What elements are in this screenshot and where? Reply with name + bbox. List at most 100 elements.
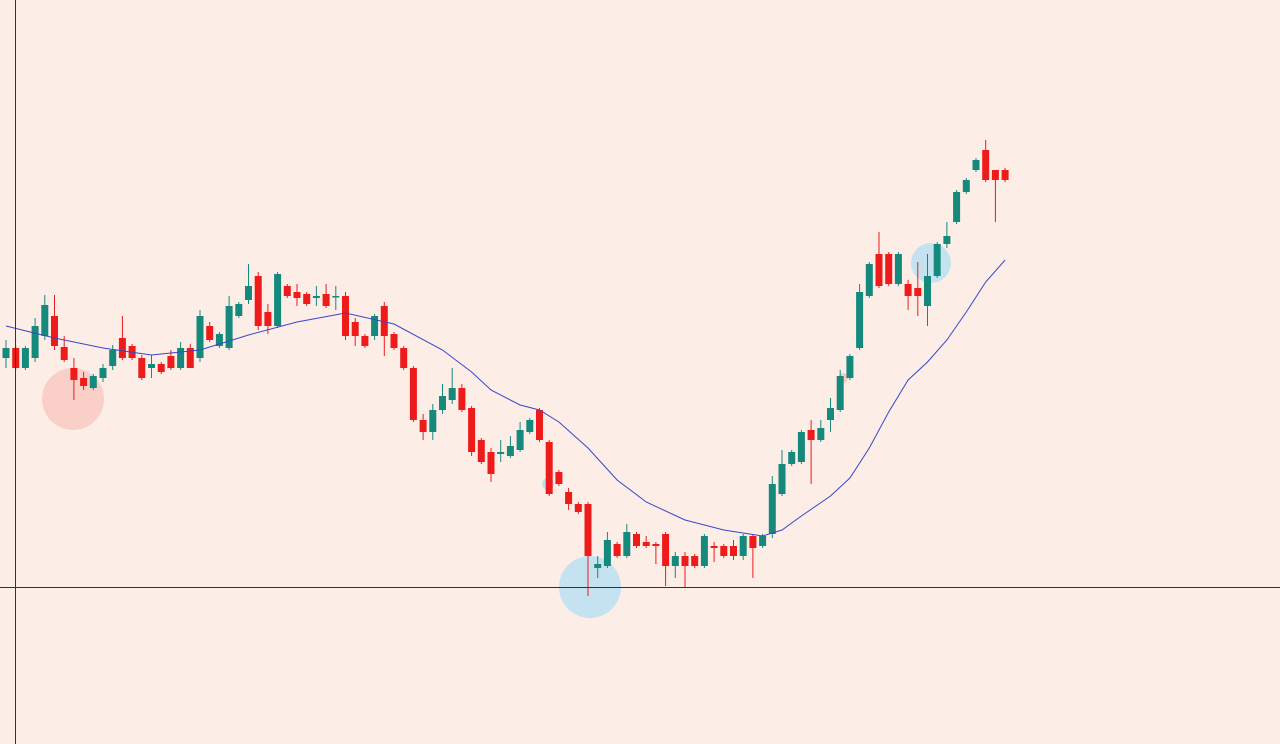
candle-body bbox=[264, 312, 272, 326]
candle-body bbox=[972, 160, 980, 170]
candle-body bbox=[526, 420, 534, 432]
candle-body bbox=[633, 534, 640, 546]
candle-body bbox=[885, 254, 893, 284]
candle-body bbox=[371, 316, 379, 336]
candle-body bbox=[875, 254, 883, 286]
candle-body bbox=[506, 446, 514, 456]
candle-body bbox=[1001, 170, 1009, 180]
candle-body bbox=[477, 440, 485, 462]
candle-body bbox=[99, 368, 107, 378]
candle-body bbox=[215, 334, 223, 346]
candle-body bbox=[555, 472, 563, 484]
candle-body bbox=[118, 338, 126, 358]
candle-body bbox=[681, 556, 689, 566]
candle-body bbox=[856, 292, 864, 348]
candle-body bbox=[584, 504, 592, 556]
candle-body bbox=[351, 322, 359, 336]
candle-body bbox=[943, 236, 951, 244]
candle-body bbox=[700, 536, 708, 566]
candle-body bbox=[865, 264, 873, 296]
candle-body bbox=[439, 396, 446, 410]
candle-body bbox=[914, 288, 922, 296]
candle-body bbox=[778, 464, 786, 494]
candle-body bbox=[109, 350, 117, 366]
candle-body bbox=[827, 408, 834, 420]
candle-body bbox=[177, 348, 185, 368]
candle-body bbox=[991, 170, 999, 180]
candle-body bbox=[342, 296, 349, 336]
candle-body bbox=[400, 348, 408, 368]
candle-body bbox=[458, 388, 466, 410]
candle-body bbox=[953, 192, 961, 222]
candle-body bbox=[390, 334, 398, 348]
candle-body bbox=[662, 534, 670, 566]
candle-body bbox=[70, 368, 78, 380]
candle-body bbox=[739, 536, 747, 556]
candle-body bbox=[196, 316, 204, 358]
candle-body bbox=[671, 556, 679, 566]
candle-body bbox=[138, 358, 146, 378]
candle-body bbox=[167, 356, 175, 368]
candle-body bbox=[2, 348, 10, 358]
candle-body bbox=[642, 542, 650, 546]
candle-body bbox=[293, 292, 301, 298]
candle-body bbox=[51, 316, 58, 346]
candle-body bbox=[933, 244, 941, 276]
candle-body bbox=[80, 378, 88, 386]
candle-body bbox=[41, 305, 49, 336]
candle-body bbox=[245, 286, 252, 300]
candle-body bbox=[487, 452, 495, 474]
candle-body bbox=[380, 306, 388, 336]
candle-body bbox=[846, 356, 854, 378]
candle-body bbox=[497, 452, 505, 454]
candle-body bbox=[148, 364, 155, 368]
candle-body bbox=[565, 492, 573, 504]
candle-body bbox=[836, 376, 844, 410]
candle-body bbox=[31, 326, 39, 358]
candle-body bbox=[545, 442, 553, 494]
plot bbox=[2, 140, 1009, 596]
candle-body bbox=[691, 556, 699, 566]
candle-body bbox=[720, 546, 728, 556]
candle-body bbox=[730, 546, 737, 556]
candle-body bbox=[603, 540, 611, 566]
candle-body bbox=[807, 430, 815, 440]
candle-body bbox=[768, 484, 776, 534]
candle-body bbox=[332, 296, 340, 298]
candle-body bbox=[186, 348, 194, 368]
candle-body bbox=[924, 276, 931, 306]
candle-body bbox=[60, 347, 68, 360]
candle-body bbox=[429, 410, 437, 432]
candle-body bbox=[652, 544, 660, 546]
candle-body bbox=[797, 432, 805, 462]
candle-body bbox=[283, 286, 291, 296]
candle-body bbox=[710, 546, 718, 548]
candle-body bbox=[468, 408, 476, 452]
candle-body bbox=[962, 180, 970, 192]
candle-body bbox=[89, 376, 97, 388]
candle-body bbox=[235, 304, 243, 316]
candle-body bbox=[303, 294, 311, 304]
candle-body bbox=[448, 388, 456, 400]
candle-body bbox=[361, 336, 369, 346]
candle-body bbox=[788, 452, 796, 464]
candle-body bbox=[536, 410, 543, 440]
candle-body bbox=[322, 294, 330, 306]
candle-body bbox=[982, 150, 990, 180]
candle-body bbox=[225, 306, 233, 348]
signal-marker bbox=[911, 243, 951, 283]
candle-body bbox=[274, 274, 282, 326]
candle-body bbox=[817, 428, 825, 440]
signal-marker bbox=[42, 368, 104, 430]
candle-body bbox=[419, 420, 427, 432]
candle-body bbox=[254, 276, 262, 326]
candle-body bbox=[594, 564, 602, 568]
candle-body bbox=[157, 364, 165, 372]
moving-average bbox=[5, 259, 1006, 537]
candle-body bbox=[623, 532, 631, 556]
candle-body bbox=[749, 536, 757, 548]
candle-body bbox=[904, 284, 912, 296]
